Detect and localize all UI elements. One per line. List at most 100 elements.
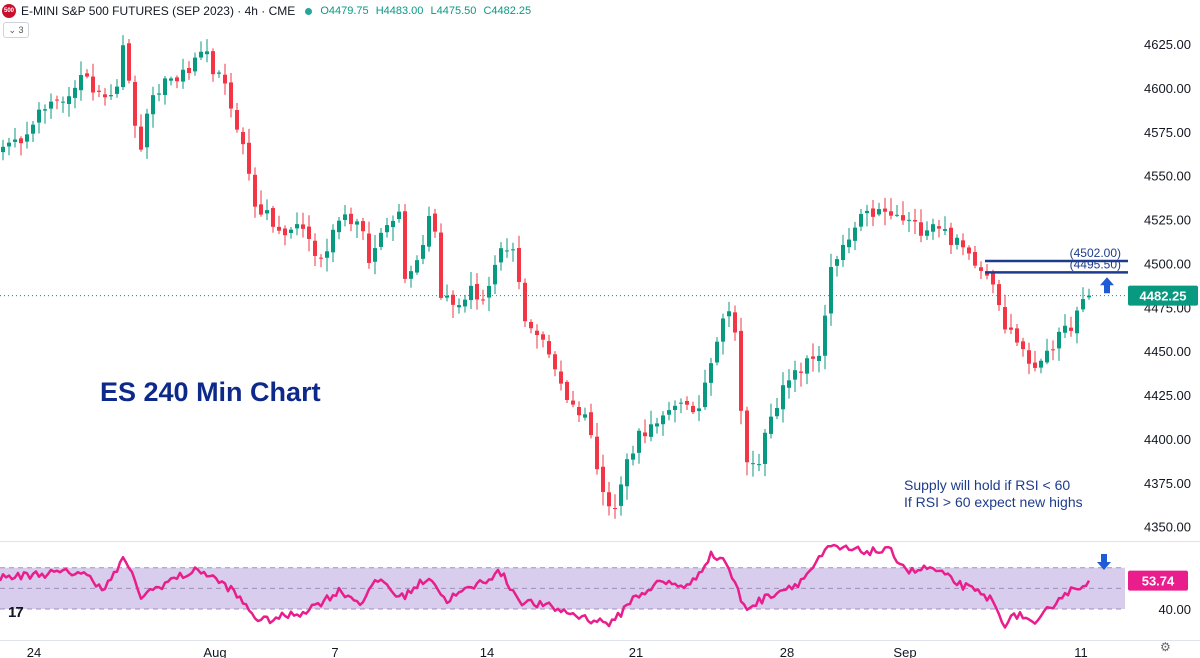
candle-body (583, 414, 587, 418)
time-axis-tick-label: 21 (629, 645, 643, 658)
candle-body (625, 459, 629, 487)
candle-body (157, 93, 161, 95)
watermark-logo: 17 (8, 604, 24, 621)
candle-body (133, 81, 137, 126)
candle-body (775, 408, 779, 417)
candle-body (85, 73, 89, 77)
candle-body (655, 423, 659, 427)
candle-body (709, 363, 713, 383)
supply-level-label: (4495.50) (1070, 257, 1121, 271)
ohlc-high: H4483.00 (375, 5, 424, 17)
collapse-indicators-button[interactable]: ⌄ 3 (3, 22, 29, 38)
candle-body (241, 131, 245, 145)
candle-body (913, 220, 917, 222)
candle-body (13, 139, 17, 142)
candle-body (1, 146, 5, 153)
candle-body (295, 224, 299, 229)
current-price-label-bg (1128, 285, 1198, 306)
candle-body (103, 94, 107, 98)
candle-body (721, 318, 725, 342)
candle-body (613, 508, 617, 510)
candle-body (19, 138, 23, 144)
candle-body (535, 330, 539, 336)
chart-title: ES 240 Min Chart (100, 377, 321, 407)
candle-body (979, 267, 983, 271)
time-axis-tick-label: 24 (27, 645, 41, 658)
candle-body (223, 74, 227, 84)
candle-body (169, 78, 173, 81)
candle-body (811, 356, 815, 359)
candle-body (253, 174, 257, 207)
candle-body (1081, 299, 1085, 310)
candle-body (889, 211, 893, 216)
price-axis-tick-label: 4400.00 (1144, 432, 1191, 447)
candle-body (787, 380, 791, 388)
annotation-text: If RSI > 60 expect new highs (904, 494, 1083, 510)
ohlc-values: O4479.75 H4483.00 L4475.50 C4482.25 (320, 5, 535, 17)
candle-body (949, 227, 953, 245)
candle-body (799, 371, 803, 373)
candle-body (343, 214, 347, 221)
candle-body (97, 90, 101, 92)
candle-body (481, 299, 485, 301)
gear-icon[interactable]: ⚙ (1160, 640, 1171, 654)
candle-body (523, 282, 527, 322)
candle-body (991, 273, 995, 285)
candle-body (529, 321, 533, 329)
candle-body (379, 232, 383, 247)
candle-body (415, 260, 419, 273)
price-axis-tick-label: 4600.00 (1144, 81, 1191, 96)
candle-body (619, 484, 623, 506)
candle-body (703, 382, 707, 408)
candle-body (547, 341, 551, 355)
price-axis-tick-label: 4425.00 (1144, 388, 1191, 403)
symbol-badge[interactable]: 500 (2, 4, 16, 18)
instrument-title[interactable]: E-MINI S&P 500 FUTURES (SEP 2023) · 4h ·… (21, 4, 296, 18)
time-axis-tick-label: 28 (780, 645, 794, 658)
candle-body (445, 295, 449, 298)
candle-body (271, 208, 275, 227)
candle-body (487, 285, 491, 298)
candle-body (961, 240, 965, 248)
candle-body (451, 294, 455, 305)
candle-body (217, 72, 221, 74)
candle-body (1075, 310, 1079, 334)
candle-body (853, 227, 857, 241)
time-axis-tick-label: 14 (480, 645, 494, 658)
candle-body (397, 211, 401, 220)
candle-body (907, 219, 911, 221)
candle-body (781, 385, 785, 410)
candle-body (1021, 341, 1025, 350)
candle-body (847, 239, 851, 248)
candle-body (187, 67, 191, 74)
candle-body (739, 330, 743, 411)
candle-body (289, 229, 293, 233)
candle-body (637, 430, 641, 453)
candle-body (649, 424, 653, 437)
candle-body (1087, 295, 1091, 298)
price-axis-tick-label: 4550.00 (1144, 169, 1191, 184)
candle-body (265, 210, 269, 214)
current-price-label: 4482.25 (1140, 289, 1187, 304)
price-axis-tick-label: 4575.00 (1144, 125, 1191, 140)
time-axis-tick-label: 11 (1074, 645, 1088, 658)
price-axis-tick-label: 4500.00 (1144, 256, 1191, 271)
price-axis-tick-label: 4450.00 (1144, 344, 1191, 359)
legend-bar: 500 E-MINI S&P 500 FUTURES (SEP 2023) · … (2, 2, 535, 20)
candle-body (337, 220, 341, 233)
candle-body (49, 101, 53, 109)
candle-body (955, 237, 959, 245)
candle-body (25, 134, 29, 142)
candle-body (61, 101, 65, 103)
candle-body (493, 264, 497, 285)
candle-body (715, 341, 719, 363)
ohlc-open: O4479.75 (320, 5, 369, 17)
rsi-value-label-bg (1128, 570, 1188, 591)
candle-body (1003, 307, 1007, 330)
candle-body (841, 244, 845, 260)
candle-body (499, 248, 503, 263)
candle-body (805, 358, 809, 374)
candle-body (199, 51, 203, 58)
candle-body (385, 225, 389, 233)
candle-body (145, 113, 149, 148)
